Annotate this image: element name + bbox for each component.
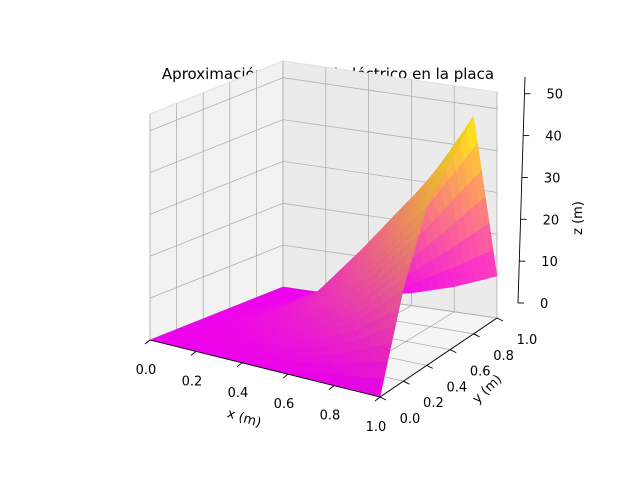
wall-grid-z — [149, 160, 498, 215]
x-axis-label: x (m) — [225, 406, 263, 430]
y-tick-label: 0.0 — [400, 412, 421, 427]
y-tick — [426, 364, 434, 369]
z-axis-line — [517, 76, 526, 304]
x-tick — [144, 339, 151, 345]
surface-mesh — [149, 115, 498, 398]
x-tick — [282, 373, 289, 379]
x-tick — [328, 385, 335, 390]
y-tick — [403, 380, 410, 385]
y-tick-label: 0.4 — [446, 380, 467, 395]
x-axis-line — [149, 339, 381, 398]
y-tick-label: 1.0 — [517, 333, 538, 348]
y-tick-label: 0.2 — [423, 396, 444, 411]
x-tick-label: 0.8 — [320, 409, 341, 424]
y-tick — [496, 317, 504, 322]
x-tick — [374, 396, 381, 402]
x-tick-label: 0.4 — [228, 386, 249, 401]
x-tick-label: 0.2 — [182, 374, 203, 389]
x-tick — [190, 351, 197, 356]
z-axis-label: z (m) — [571, 201, 586, 235]
x-tick-label: 0.0 — [136, 363, 157, 378]
x-tick-label: 0.6 — [274, 397, 295, 412]
z-tick-label: 20 — [543, 213, 560, 228]
y-tick-label: 0.6 — [470, 365, 491, 380]
z-tick-label: 50 — [547, 88, 564, 103]
wall-grid-z — [149, 119, 498, 173]
z-tick-label: 30 — [544, 171, 561, 186]
axes: 0.00.20.40.60.81.00.00.20.40.60.81.00102… — [136, 76, 564, 435]
wall-grid-z — [149, 77, 498, 132]
x-tick — [236, 362, 243, 368]
z-tick-label: 10 — [541, 255, 558, 270]
y-tick — [473, 333, 480, 338]
x-tick-label: 1.0 — [366, 420, 387, 435]
y-tick — [449, 349, 457, 354]
z-tick-label: 40 — [545, 130, 562, 145]
y-axis-line — [379, 317, 498, 398]
y-tick — [379, 396, 387, 401]
z-tick-label: 0 — [540, 297, 548, 312]
y-tick-label: 0.8 — [493, 349, 514, 364]
